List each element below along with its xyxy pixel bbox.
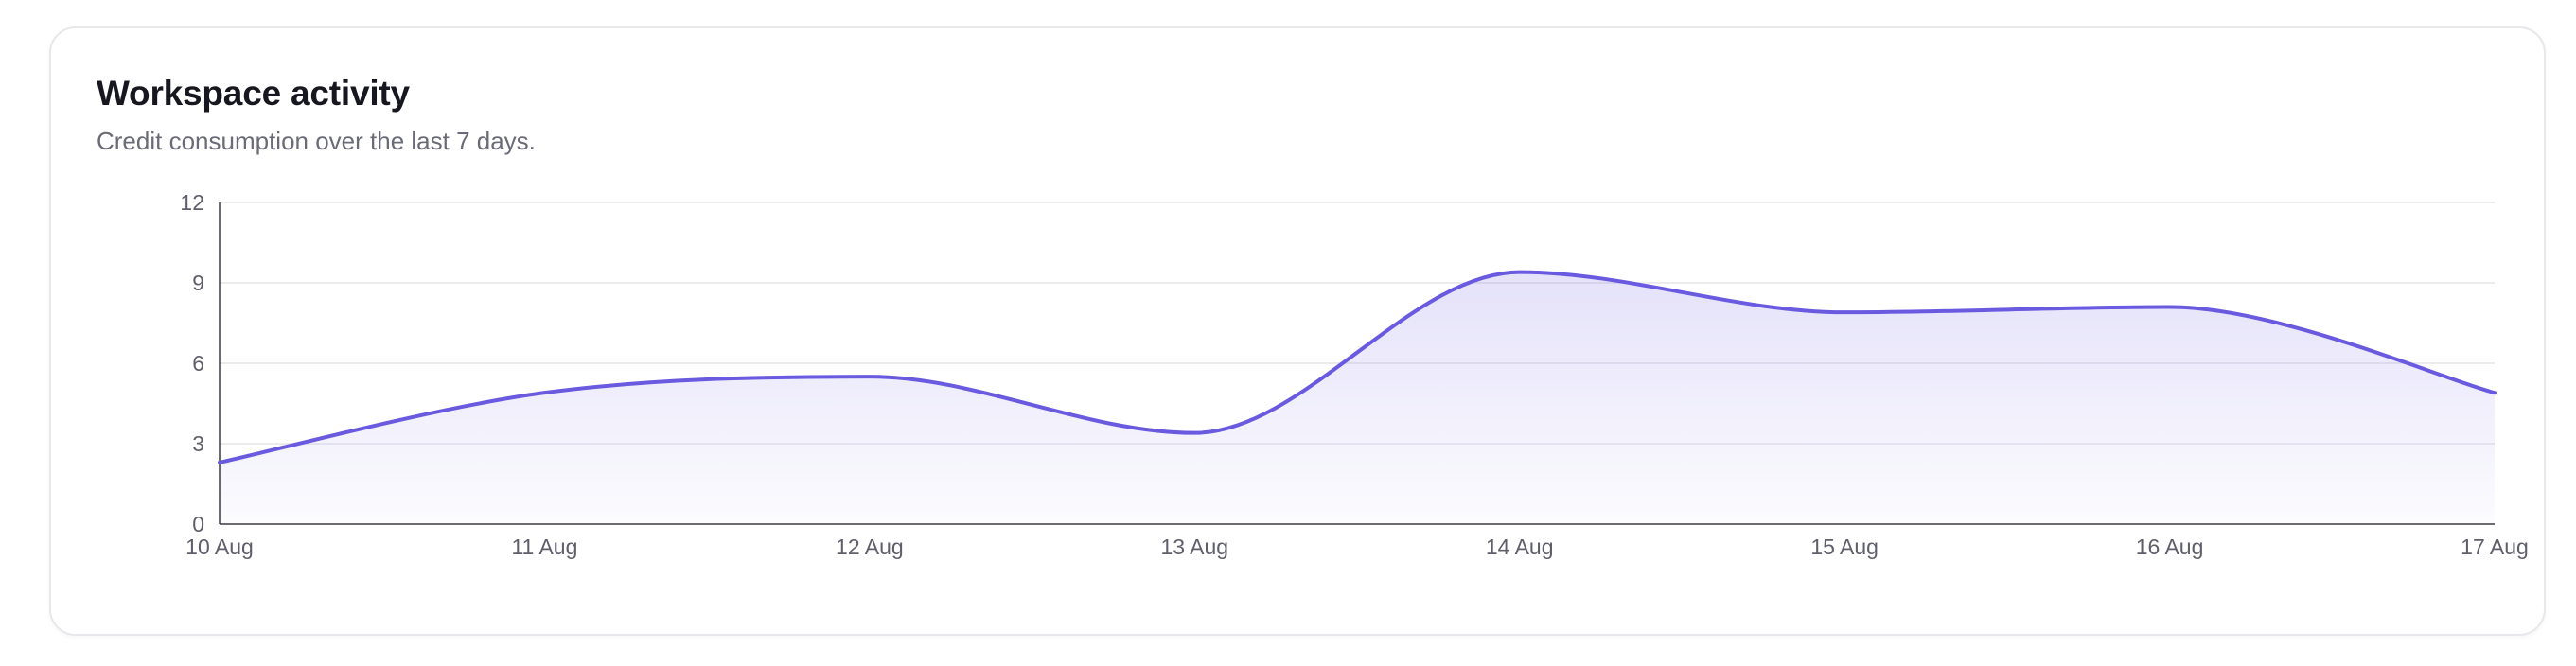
x-tick-label: 12 Aug (836, 535, 904, 559)
workspace-activity-card: Workspace activity Credit consumption ov… (49, 26, 2546, 636)
x-tick-label: 10 Aug (185, 535, 254, 559)
series-line-group (218, 270, 2497, 464)
x-tick-labels: 10 Aug 11 Aug 12 Aug 13 Aug 14 Aug 15 Aug 16 A… (185, 535, 2529, 559)
y-tick-label: 3 (192, 431, 204, 456)
y-tick-labels: 0 3 6 9 12 (180, 190, 204, 536)
x-tick-label: 15 Aug (1810, 535, 1879, 559)
x-tick-label: 16 Aug (2136, 535, 2204, 559)
x-tick-label: 17 Aug (2461, 535, 2529, 559)
x-tick-label: 14 Aug (1486, 535, 1554, 559)
x-tick-label: 13 Aug (1160, 535, 1228, 559)
y-tick-label: 9 (192, 271, 204, 295)
y-tick-label: 6 (192, 351, 204, 376)
area-fill (220, 272, 2495, 524)
y-tick-label: 0 (192, 512, 204, 536)
series-area (220, 272, 2495, 524)
credit-consumption-area-chart: 0 3 6 9 12 10 Aug 11 Aug 12 Aug 13 Aug 14 Aug 15 … (180, 190, 2529, 559)
x-tick-label: 11 Aug (511, 535, 577, 559)
card-subtitle: Credit consumption over the last 7 days. (97, 127, 536, 155)
series-line (218, 270, 2497, 464)
card-title: Workspace activity (97, 74, 410, 113)
axes (219, 202, 2495, 525)
y-tick-label: 12 (180, 190, 204, 215)
